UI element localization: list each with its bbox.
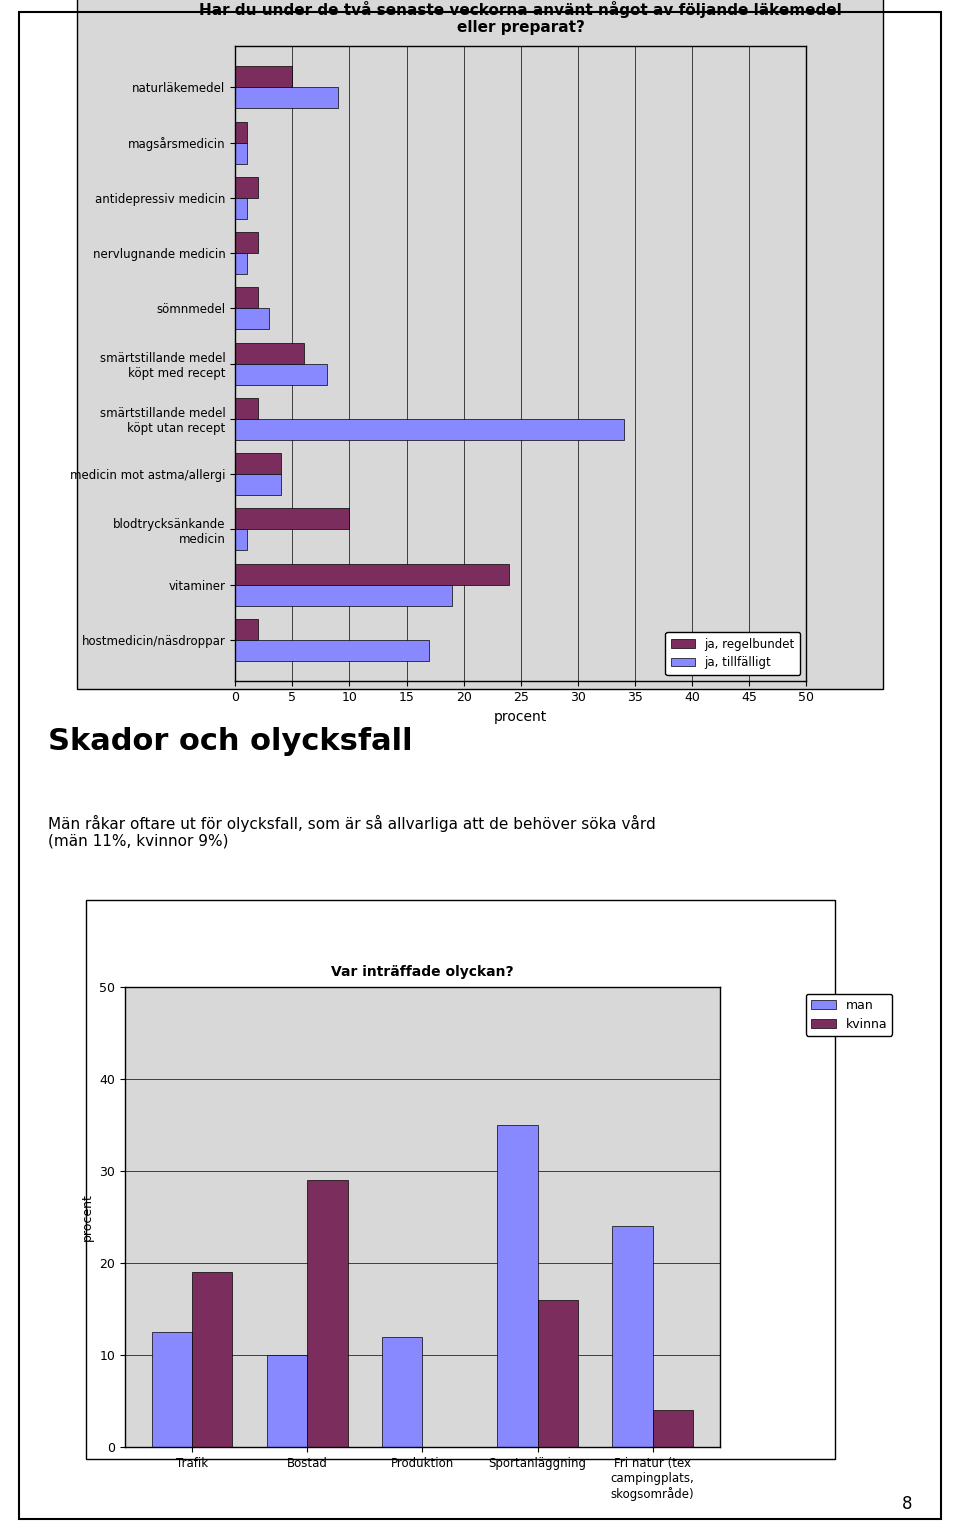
Bar [235,233,258,253]
Bar [612,1226,653,1447]
Bar [235,343,303,363]
X-axis label: procent: procent [494,709,547,724]
Text: Skador och olycksfall: Skador och olycksfall [48,727,413,756]
Bar [235,253,247,274]
Bar [235,197,247,219]
Title: Har du under de två senaste veckorna använt något av följande läkemedel
eller pr: Har du under de två senaste veckorna anv… [200,0,842,35]
Bar [235,308,270,329]
Text: Män råkar oftare ut för olycksfall, som är så allvarliga att de behöver söka vår: Män råkar oftare ut för olycksfall, som … [48,814,656,848]
Bar [235,640,429,661]
Bar [235,398,258,419]
Bar [235,363,326,384]
Bar [235,563,510,585]
Bar [235,142,247,164]
Bar [235,121,247,142]
Bar [235,453,281,475]
Legend: man, kvinna: man, kvinna [805,994,892,1036]
Bar [235,178,258,197]
Bar [653,1410,693,1447]
Bar [267,1355,307,1447]
Bar [235,419,624,439]
Title: Var inträffade olyckan?: Var inträffade olyckan? [331,966,514,980]
Bar [235,475,281,495]
Bar [538,1300,578,1447]
Text: 8: 8 [901,1494,912,1513]
Y-axis label: procent: procent [81,1193,93,1242]
Bar [497,1125,538,1447]
Bar [152,1332,192,1447]
Legend: ja, regelbundet, ja, tillfälligt: ja, regelbundet, ja, tillfälligt [665,632,801,675]
Bar [235,66,292,87]
Bar [382,1337,422,1447]
Bar [235,530,247,550]
Bar [307,1180,348,1447]
Bar [235,508,349,530]
Bar [235,288,258,308]
Bar [235,619,258,640]
Bar [192,1272,232,1447]
Bar [235,585,452,606]
Bar [235,87,338,109]
